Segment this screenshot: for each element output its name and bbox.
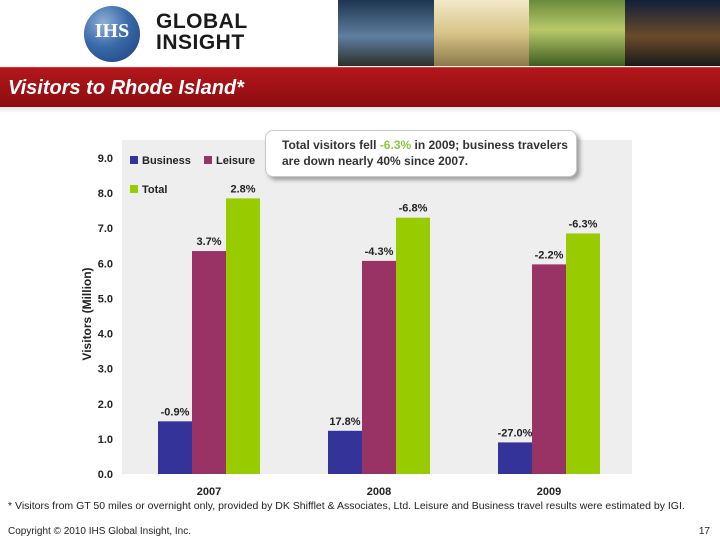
- page-number: 17: [698, 526, 710, 537]
- legend-swatch: [130, 185, 138, 193]
- ihs-logo-icon: [84, 6, 140, 62]
- logo-text: IHS: [94, 20, 130, 42]
- slide-title: Visitors to Rhode Island*: [8, 77, 244, 99]
- data-label: -0.9%: [161, 406, 190, 418]
- bar-leisure-2009: [532, 264, 566, 474]
- copyright: Copyright © 2010 IHS Global Insight, Inc…: [8, 526, 192, 537]
- bar-total-2009: [566, 233, 600, 474]
- callout-box: Total visitors fell -6.3% in 2009; busin…: [265, 130, 577, 177]
- callout-text: Total visitors fell -6.3% in 2009; busin…: [282, 137, 572, 169]
- data-label: -2.2%: [535, 249, 564, 261]
- footnote: * Visitors from GT 50 miles or overnight…: [8, 500, 685, 512]
- y-tick-label: 0.0: [98, 469, 113, 481]
- legend-swatch: [204, 156, 212, 164]
- title-bar: Visitors to Rhode Island*: [0, 67, 720, 108]
- y-tick-label: 6.0: [98, 258, 113, 270]
- city-night-photo: [624, 0, 720, 66]
- x-tick-label: 2008: [367, 486, 391, 498]
- callout-highlight: -6.3%: [379, 138, 412, 152]
- data-label: 2.8%: [230, 183, 255, 195]
- y-tick-label: 8.0: [98, 188, 113, 200]
- y-tick-label: 7.0: [98, 223, 113, 235]
- data-label: -4.3%: [365, 246, 394, 258]
- data-label: -27.0%: [498, 427, 533, 439]
- data-label: -6.3%: [569, 218, 598, 230]
- brand-line-2: INSIGHT: [156, 31, 245, 54]
- y-tick-label: 9.0: [98, 153, 113, 165]
- callout-pre: Total visitors fell: [282, 138, 380, 152]
- bar-leisure-2008: [362, 260, 396, 474]
- header: IHS GLOBAL INSIGHT: [0, 0, 720, 66]
- y-tick-label: 5.0: [98, 293, 113, 305]
- bar-total-2008: [396, 217, 430, 474]
- bar-business-2009: [498, 442, 532, 474]
- data-label: -6.8%: [399, 203, 428, 215]
- data-label: 3.7%: [196, 236, 221, 248]
- y-tick-label: 3.0: [98, 364, 113, 376]
- legend-label: Business: [142, 155, 191, 167]
- bar-leisure-2007: [192, 251, 226, 474]
- y-tick-label: 2.0: [98, 399, 113, 411]
- lighthouse-photo: [338, 0, 434, 66]
- bar-business-2008: [328, 430, 362, 474]
- legend-label: Total: [142, 184, 167, 196]
- ballroom-photo: [433, 0, 529, 66]
- y-tick-label: 1.0: [98, 434, 113, 446]
- title-shadow: [0, 107, 720, 113]
- y-tick-label: 4.0: [98, 329, 113, 341]
- x-tick-label: 2009: [537, 486, 561, 498]
- x-tick-label: 2007: [197, 486, 221, 498]
- data-label: 17.8%: [329, 416, 360, 428]
- legend-swatch: [130, 156, 138, 164]
- bar-business-2007: [158, 421, 192, 474]
- header-photo-strip: [338, 0, 720, 66]
- legend-label: Leisure: [216, 155, 255, 167]
- y-axis-title: Visitors (Million): [80, 267, 94, 360]
- brand-line-1: GLOBAL: [156, 10, 248, 33]
- bar-total-2007: [226, 198, 260, 474]
- garden-photo: [529, 0, 625, 66]
- callout-post: in 2009; business travelers are down nea…: [282, 138, 568, 168]
